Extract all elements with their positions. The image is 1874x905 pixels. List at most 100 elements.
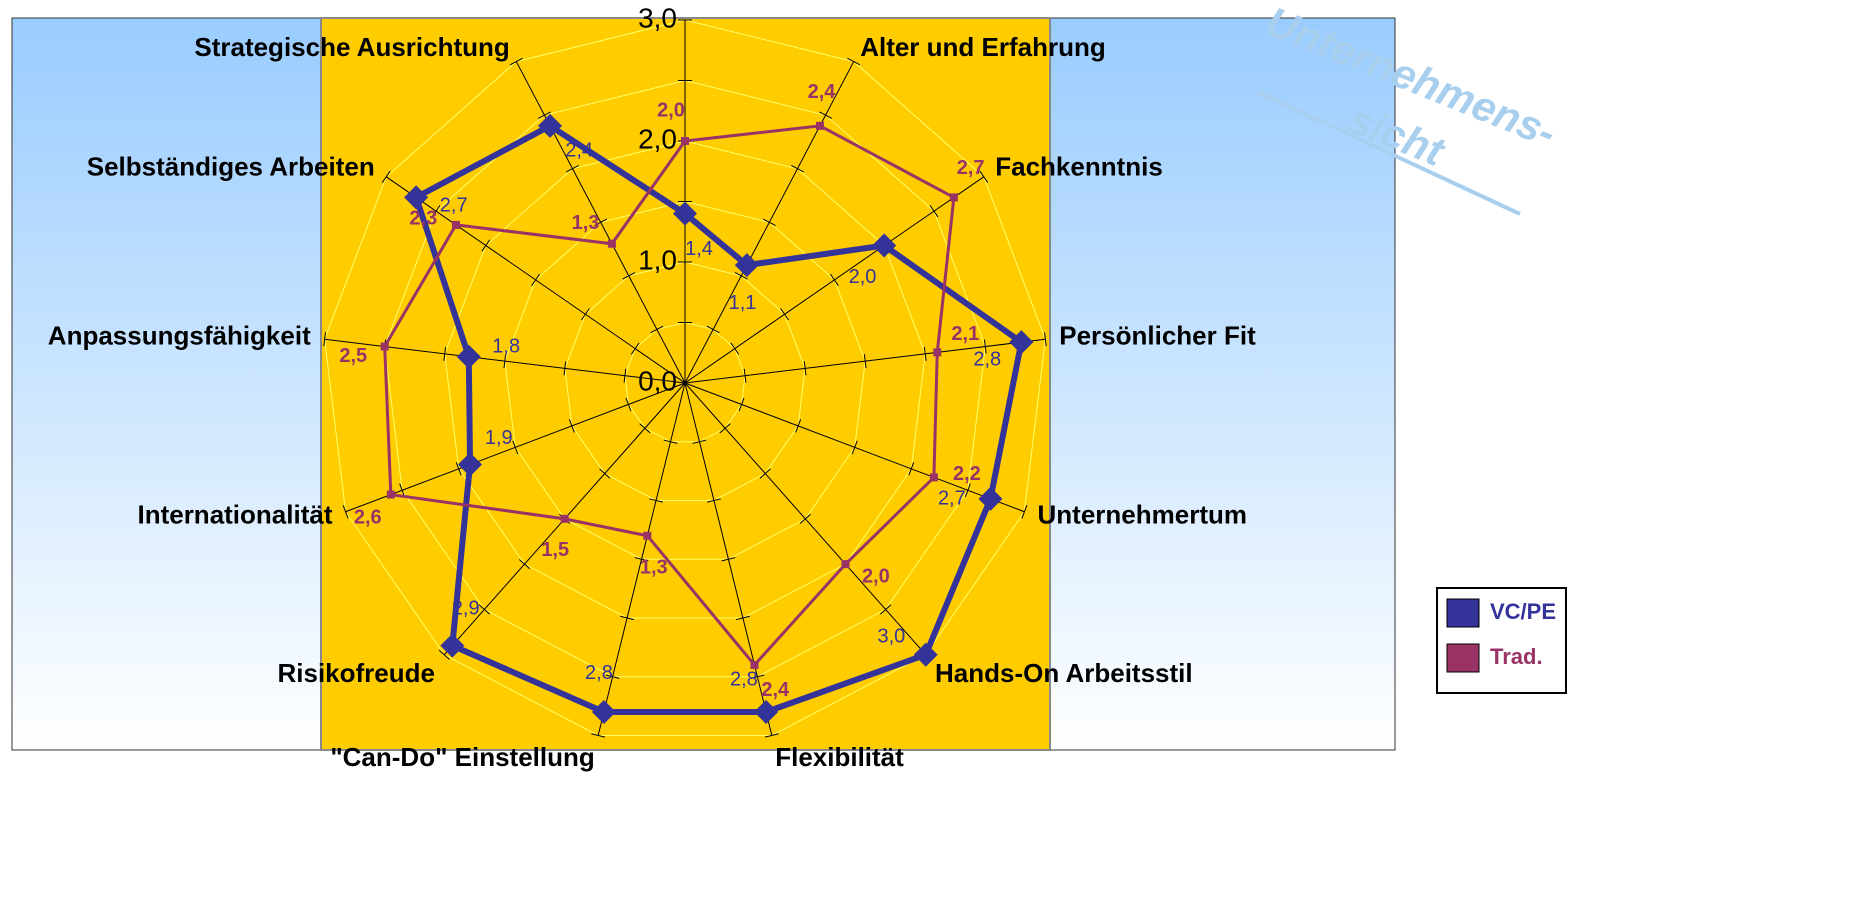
data-label: 1,3 (640, 556, 668, 578)
data-label: 3,0 (877, 625, 905, 647)
tick-mark (625, 397, 632, 412)
data-label: 2,7 (957, 157, 985, 179)
data-label: 2,0 (849, 266, 877, 288)
data-label: 2,6 (354, 507, 382, 529)
tick-mark (847, 57, 861, 66)
tick-mark (707, 498, 721, 503)
y-tick-label: 0,0 (638, 365, 677, 396)
tick-mark (880, 604, 892, 615)
category-label: Persönlicher Fit (1059, 320, 1256, 350)
category-label: Anpassungsfähigkeit (48, 320, 311, 350)
tick-mark (964, 483, 971, 497)
data-point (929, 473, 938, 482)
tick-mark (650, 325, 664, 334)
category-label: Unternehmertum (1038, 500, 1247, 530)
tick-mark (581, 308, 590, 321)
tick-mark (791, 165, 804, 173)
tick-mark (478, 604, 490, 615)
tick-mark (512, 440, 519, 455)
series-line (412, 122, 1025, 715)
data-label: 1,1 (729, 292, 757, 314)
tick-mark (863, 354, 867, 369)
data-point (872, 233, 897, 258)
data-point (734, 253, 759, 278)
data-point (933, 348, 942, 357)
tick-mark (764, 733, 779, 738)
y-tick-label: 2,0 (638, 123, 677, 154)
tick-mark (531, 273, 541, 286)
data-point (949, 193, 958, 202)
grid-line (564, 261, 806, 501)
data-point (1009, 330, 1034, 355)
tick-mark (563, 361, 567, 376)
legend-label: VC/PE (1490, 599, 1556, 624)
data-point (380, 342, 389, 351)
series-line (383, 124, 956, 668)
tick-mark (663, 439, 678, 444)
data-point (560, 514, 569, 523)
tick-mark (929, 205, 939, 218)
data-label: 2,4 (761, 679, 790, 701)
legend-swatch (1446, 643, 1480, 673)
category-label: Risikofreude (278, 658, 436, 688)
y-tick-label: 1,0 (638, 244, 677, 275)
tick-mark (443, 346, 447, 361)
data-label: 2,0 (862, 566, 890, 588)
data-point (456, 344, 481, 369)
tick-mark (750, 674, 765, 679)
watermark-line (1257, 90, 1521, 216)
data-point (750, 660, 759, 669)
category-label: Selbständiges Arbeiten (87, 152, 375, 182)
data-label: 2,1 (951, 323, 979, 345)
data-label: 2,7 (938, 487, 966, 509)
tick-mark (431, 205, 441, 218)
tick-mark (503, 354, 507, 369)
data-label: 2,9 (452, 598, 480, 620)
tick-mark (738, 397, 745, 412)
tick-mark (594, 218, 608, 226)
tick-mark (706, 325, 720, 334)
tick-mark (438, 649, 450, 660)
data-label: 2,4 (808, 81, 837, 103)
tick-mark (719, 423, 731, 434)
tick-mark (323, 332, 326, 347)
data-point (440, 633, 465, 658)
legend-swatch (1446, 598, 1480, 628)
data-label: 2,3 (409, 208, 437, 230)
tick-mark (399, 483, 406, 497)
data-point (404, 185, 429, 210)
tick-mark (829, 273, 839, 286)
tick-mark (721, 557, 736, 562)
category-label: Strategische Ausrichtung (194, 32, 509, 62)
category-label: "Can-Do" Einstellung (330, 742, 594, 772)
tick-mark (1044, 332, 1047, 347)
category-label: Fachkenntnis (995, 152, 1163, 182)
tick-mark (566, 165, 579, 173)
tick-mark (342, 504, 349, 519)
data-point (754, 699, 779, 724)
tick-mark (730, 342, 740, 355)
tick-mark (481, 239, 491, 252)
tick-mark (979, 170, 989, 183)
data-label: 1,5 (541, 539, 569, 561)
tick-mark (649, 498, 663, 503)
tick-mark (735, 615, 750, 621)
tick-mark (518, 559, 531, 570)
data-point (607, 239, 616, 248)
data-label: 2,2 (953, 463, 981, 485)
category-label: Flexibilität (775, 742, 904, 772)
data-point (673, 201, 697, 226)
tick-mark (509, 57, 523, 66)
data-label: 2,8 (730, 669, 758, 691)
tick-mark (622, 272, 636, 280)
grid-line (624, 321, 746, 443)
tick-mark (630, 342, 640, 355)
tick-mark (692, 439, 707, 444)
tick-mark (1021, 504, 1028, 519)
data-point (451, 220, 460, 229)
tick-mark (605, 674, 620, 679)
data-point (681, 137, 689, 145)
legend-label: Trad. (1490, 644, 1543, 669)
data-point (538, 113, 563, 138)
